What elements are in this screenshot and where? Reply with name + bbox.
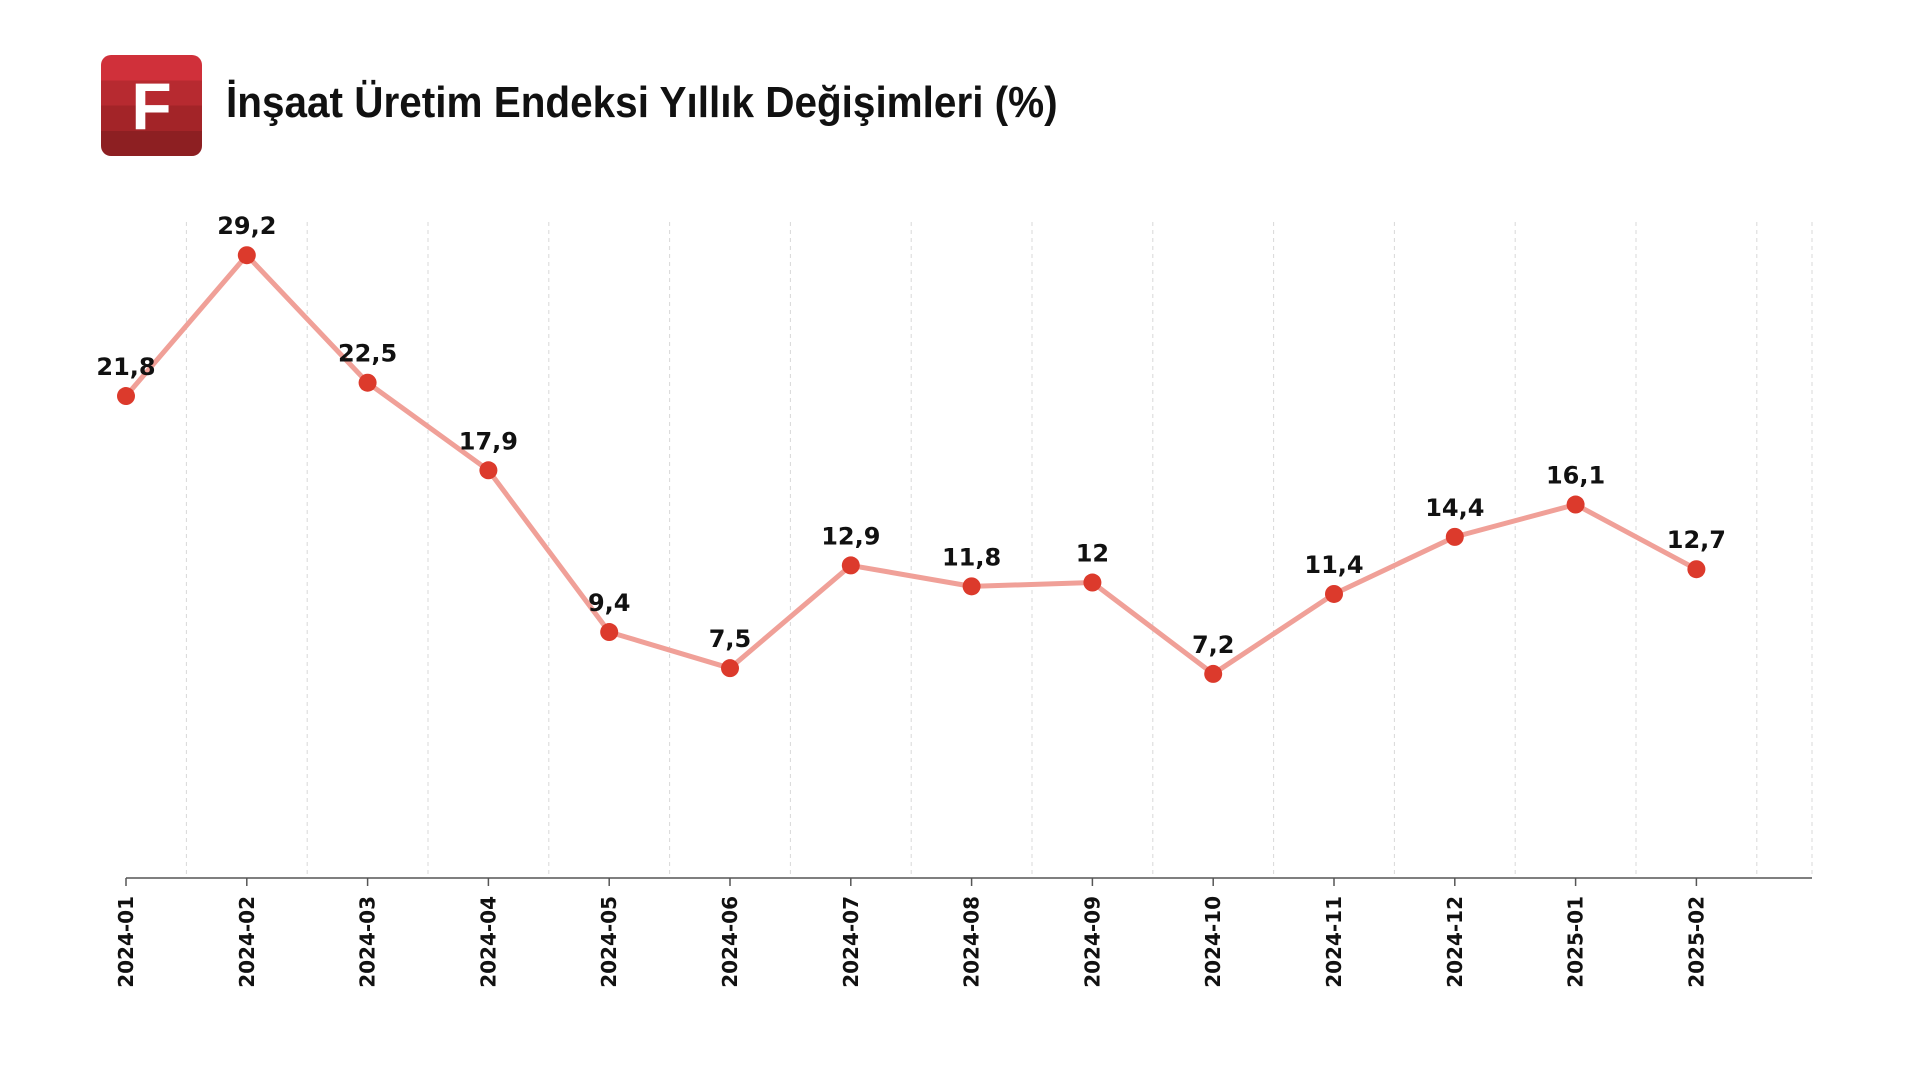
data-label: 12,9 xyxy=(821,522,880,550)
data-point xyxy=(962,577,981,596)
data-point xyxy=(600,623,619,642)
data-label: 16,1 xyxy=(1546,462,1605,490)
x-tick-label: 2025-01 xyxy=(1564,896,1588,988)
x-tick-label: 2024-06 xyxy=(718,896,742,988)
data-label: 17,9 xyxy=(459,427,518,455)
data-label: 21,8 xyxy=(96,353,155,381)
data-point xyxy=(1445,527,1464,546)
x-tick-label: 2024-09 xyxy=(1080,896,1104,988)
data-point xyxy=(358,373,377,392)
x-tick-label: 2024-12 xyxy=(1443,896,1467,988)
data-point xyxy=(1687,560,1706,579)
data-point xyxy=(1566,495,1585,514)
data-label: 9,4 xyxy=(588,589,631,617)
x-tick-label: 2024-08 xyxy=(960,896,984,988)
data-label: 7,2 xyxy=(1192,631,1235,659)
x-tick-label: 2025-02 xyxy=(1684,896,1708,988)
data-point xyxy=(1083,573,1102,592)
x-tick-label: 2024-03 xyxy=(356,896,380,988)
data-point xyxy=(117,387,135,406)
data-point xyxy=(721,659,739,678)
data-label: 14,4 xyxy=(1425,494,1484,522)
data-label: 11,4 xyxy=(1304,551,1363,579)
data-point xyxy=(237,246,256,265)
series-line xyxy=(123,252,1699,677)
data-label: 22,5 xyxy=(338,340,397,368)
x-tick-label: 2024-01 xyxy=(114,896,138,988)
x-tick-label: 2024-04 xyxy=(476,896,500,988)
data-label: 7,5 xyxy=(709,625,752,653)
x-tick-label: 2024-11 xyxy=(1322,896,1346,988)
data-point xyxy=(841,556,860,575)
logo-letter: F xyxy=(131,68,172,143)
data-point xyxy=(479,461,498,480)
data-label: 12,7 xyxy=(1667,526,1726,554)
data-label: 12 xyxy=(1076,540,1109,568)
brand-logo: F xyxy=(101,55,202,156)
data-label: 11,8 xyxy=(942,543,1001,571)
data-point xyxy=(1204,664,1223,683)
chart-title: İnşaat Üretim Endeksi Yıllık Değişimleri… xyxy=(226,78,1058,127)
x-tick-label: 2024-05 xyxy=(597,896,621,988)
x-tick-label: 2024-07 xyxy=(839,896,863,988)
x-tick-label: 2024-10 xyxy=(1201,896,1225,988)
x-tick-label: 2024-02 xyxy=(235,896,259,988)
data-label: 29,2 xyxy=(217,212,276,240)
data-point xyxy=(1325,584,1343,603)
